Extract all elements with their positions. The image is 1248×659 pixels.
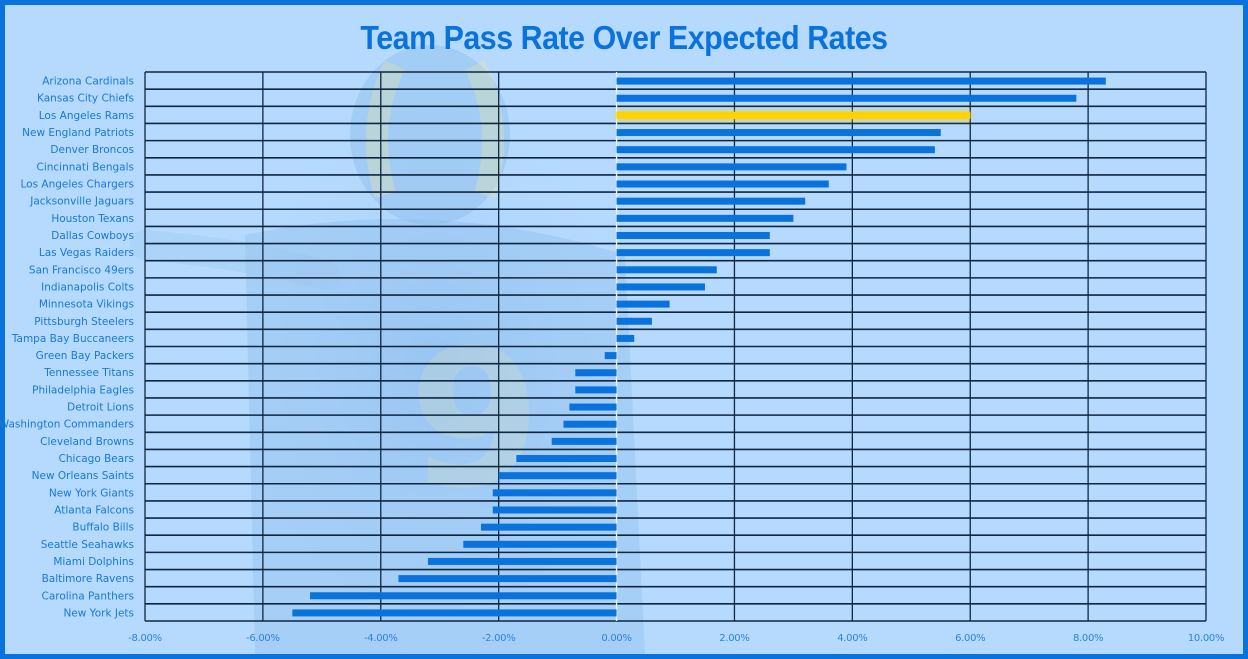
category-label: New York Jets	[63, 607, 134, 619]
category-label: Washington Commanders	[0, 419, 134, 431]
bar	[616, 180, 829, 188]
bar	[463, 540, 617, 548]
category-label: Indianapolis Colts	[41, 281, 134, 293]
category-label: Seattle Seahawks	[41, 539, 134, 551]
x-tick-label: 0.00%	[601, 633, 631, 644]
bar	[616, 197, 806, 205]
category-label: Chicago Bears	[59, 453, 134, 465]
bar	[398, 575, 617, 583]
category-label: Cincinnati Bengals	[36, 161, 134, 173]
bar	[563, 420, 617, 428]
category-label: Minnesota Vikings	[39, 299, 134, 311]
category-label: Buffalo Bills	[72, 522, 134, 534]
bar	[492, 506, 617, 514]
chart-title: Team Pass Rate Over Expected Rates	[360, 19, 888, 56]
bar	[616, 146, 935, 154]
bar	[616, 231, 770, 239]
bar	[616, 77, 1106, 85]
category-label: Baltimore Ravens	[42, 573, 134, 585]
category-label: Kansas City Chiefs	[37, 93, 134, 105]
category-label: Green Bay Packers	[36, 350, 134, 362]
gridlines	[144, 71, 1207, 622]
bar	[480, 523, 617, 531]
bar	[498, 472, 617, 480]
bar	[575, 369, 617, 377]
bar	[551, 437, 617, 445]
x-tick-label: 2.00%	[719, 633, 749, 644]
category-label: Las Vegas Raiders	[39, 247, 134, 259]
category-label: Dallas Cowboys	[51, 230, 134, 242]
bar	[492, 489, 617, 497]
bar	[569, 403, 617, 411]
x-tick-label: 6.00%	[955, 633, 985, 644]
x-tick-label: -2.00%	[482, 633, 516, 644]
bar	[616, 129, 941, 137]
x-tick-label: -8.00%	[128, 633, 162, 644]
bar	[616, 283, 705, 291]
x-tick-label: 8.00%	[1073, 633, 1103, 644]
bar	[616, 249, 770, 257]
bar	[616, 300, 670, 308]
x-tick-label: 4.00%	[837, 633, 867, 644]
category-label: New England Patriots	[22, 127, 134, 139]
category-label: Los Angeles Rams	[39, 110, 134, 122]
bar	[616, 163, 847, 171]
category-label: Houston Texans	[51, 213, 134, 225]
category-label: Philadelphia Eagles	[32, 384, 134, 396]
category-label: Arizona Cardinals	[42, 76, 134, 88]
bars	[292, 77, 1106, 617]
bar	[616, 214, 794, 222]
bar	[310, 592, 617, 600]
bar	[575, 386, 617, 394]
x-tick-label: -4.00%	[364, 633, 398, 644]
category-label: Miami Dolphins	[53, 556, 134, 568]
category-label: Los Angeles Chargers	[20, 179, 134, 191]
bar	[292, 609, 617, 617]
bar	[616, 317, 652, 325]
bar	[604, 352, 617, 360]
category-label: New York Giants	[49, 487, 134, 499]
category-label: Jacksonville Jaguars	[29, 196, 134, 208]
category-label: Atlanta Falcons	[54, 504, 134, 516]
bar	[516, 455, 617, 463]
bar	[616, 334, 635, 342]
bar	[616, 94, 1077, 102]
bar	[616, 266, 717, 274]
category-label: Cleveland Browns	[40, 436, 134, 448]
category-label: Denver Broncos	[50, 144, 134, 156]
x-axis-tick-labels: -8.00% -6.00% -4.00% -2.00% 0.00% 2.00% 4.00% 6…	[128, 633, 1224, 644]
category-label: Tennessee Titans	[43, 367, 134, 379]
category-label: New Orleans Saints	[32, 470, 134, 482]
category-label: Tampa Bay Buccaneers	[11, 333, 134, 345]
category-label: Detroit Lions	[67, 402, 134, 414]
category-label: San Francisco 49ers	[29, 264, 134, 276]
category-label: Pittsburgh Steelers	[34, 316, 134, 328]
category-label: Carolina Panthers	[41, 590, 134, 602]
bar	[427, 557, 617, 565]
x-tick-label: -6.00%	[246, 633, 280, 644]
category-labels: Arizona Cardinals Kansas City Chiefs Los A…	[0, 76, 134, 620]
x-tick-label: 10.00%	[1188, 633, 1224, 644]
bar-highlight	[616, 111, 971, 119]
